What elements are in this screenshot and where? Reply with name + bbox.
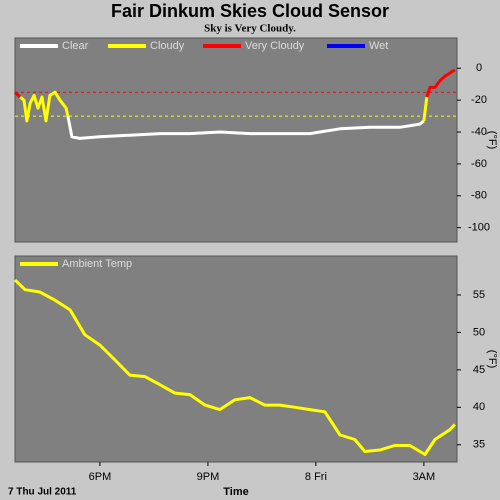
y-tick-label: 45 — [473, 364, 485, 376]
y-axis-label: (°F) — [486, 131, 498, 149]
x-tick-label: 6PM — [89, 471, 112, 483]
legend-label: Clear — [62, 40, 89, 52]
legend-label: Very Cloudy — [245, 40, 305, 52]
y-tick-label: -100 — [468, 222, 490, 234]
y-tick-label: -60 — [471, 158, 487, 170]
x-tick-label: 3AM — [413, 471, 436, 483]
legend-label: Ambient Temp — [62, 258, 132, 270]
date-label: 7 Thu Jul 2011 — [8, 487, 77, 498]
legend-label: Wet — [369, 40, 388, 52]
y-tick-label: 0 — [476, 62, 482, 74]
y-tick-label: -40 — [471, 126, 487, 138]
title: Fair Dinkum Skies Cloud Sensor — [111, 1, 389, 21]
series-line — [19, 90, 429, 123]
x-tick-label: 9PM — [197, 471, 220, 483]
plot-area — [14, 37, 458, 243]
y-tick-label: -80 — [471, 190, 487, 202]
series-line — [13, 278, 456, 456]
plot-area — [14, 255, 458, 463]
x-tick-label: 8 Fri — [305, 471, 327, 483]
legend-label: Cloudy — [150, 40, 185, 52]
y-tick-label: 50 — [473, 326, 485, 338]
x-axis-label: Time — [223, 486, 248, 498]
series-line — [66, 115, 425, 140]
y-tick-label: 35 — [473, 439, 485, 451]
y-tick-label: -20 — [471, 94, 487, 106]
series-line — [13, 68, 456, 99]
subtitle: Sky is Very Cloudy. — [204, 23, 296, 35]
y-tick-label: 55 — [473, 289, 485, 301]
y-axis-label: (°F) — [486, 350, 498, 368]
y-tick-label: 40 — [473, 401, 485, 413]
